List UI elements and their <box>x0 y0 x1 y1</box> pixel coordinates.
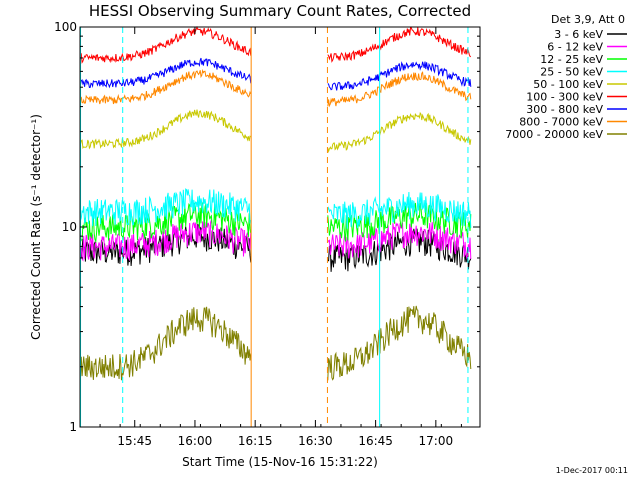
y-axis-label: Corrected Count Rate (s⁻¹ detector⁻¹) <box>29 114 43 340</box>
series-line-7000-20000 <box>80 305 472 381</box>
series-line-6-12 <box>80 219 472 262</box>
series-line-800-7000 <box>80 68 472 108</box>
legend-label-6-12: 6 - 12 keV <box>547 41 603 54</box>
x-tick-label: 16:45 <box>358 434 393 448</box>
legend-label-300-800: 300 - 800 keV <box>526 103 603 116</box>
x-tick-label: 15:45 <box>117 434 152 448</box>
legend-label-7000-20000: 7000 - 20000 keV <box>505 128 603 141</box>
y-tick-label: 10 <box>62 220 77 234</box>
legend-label-800-7000: 800 - 7000 keV <box>519 116 603 129</box>
legend-label-100-300: 100 - 300 keV <box>526 91 603 104</box>
series-line-100-300 <box>80 25 472 64</box>
legend-label-25-50: 25 - 50 keV <box>540 66 603 79</box>
chart-title: HESSI Observing Summary Count Rates, Cor… <box>89 2 471 20</box>
footer-timestamp: 1-Dec-2017 00:11 <box>556 466 628 475</box>
legend-label-50-100: 50 - 100 keV <box>533 78 603 91</box>
series-line-50-100 <box>80 109 472 154</box>
legend-header: Det 3,9, Att 0 <box>551 13 625 26</box>
series-line-3-6 <box>80 223 472 272</box>
legend-label-12-25: 12 - 25 keV <box>540 53 603 66</box>
y-tick-label: 100 <box>54 20 77 34</box>
x-tick-label: 16:00 <box>178 434 213 448</box>
x-tick-label: 17:00 <box>419 434 454 448</box>
plot-area <box>80 25 472 381</box>
y-tick-label: 1 <box>69 420 77 434</box>
x-axis-label: Start Time (15-Nov-16 15:31:22) <box>182 455 378 469</box>
x-tick-label: 16:30 <box>298 434 333 448</box>
legend-label-3-6: 3 - 6 keV <box>554 28 603 41</box>
series-line-300-800 <box>80 57 472 91</box>
series-line-25-50 <box>80 188 472 229</box>
axis-ticks: 15:45 16:00 16:15 16:30 16:45 17:00 1 10 100 <box>54 20 480 448</box>
x-tick-label: 16:15 <box>238 434 273 448</box>
